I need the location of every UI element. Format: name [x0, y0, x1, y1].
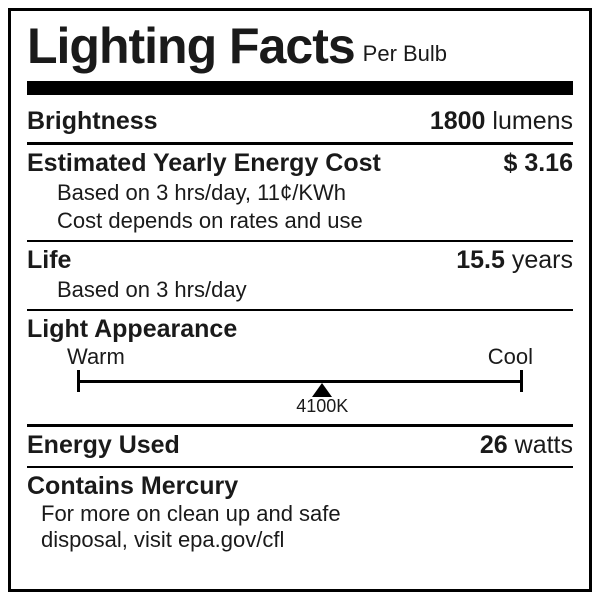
mercury-line-2: disposal, visit epa.gov/cfl	[27, 527, 573, 553]
brightness-row: Brightness 1800 lumens	[27, 103, 573, 138]
color-temp-scale: 4100K	[77, 372, 523, 412]
energy-row: Energy Used 26 watts	[27, 427, 573, 462]
appearance-endpoints: Warm Cool	[27, 344, 573, 370]
cost-basis-1: Based on 3 hrs/day, 11¢/KWh	[27, 180, 573, 208]
scale-tick-right	[520, 370, 523, 392]
energy-label: Energy Used	[27, 431, 180, 460]
cost-value: $ 3.16	[503, 149, 573, 178]
mercury-line-1: For more on clean up and safe	[27, 501, 573, 527]
brightness-label: Brightness	[27, 107, 158, 136]
per-bulb-text: Per Bulb	[363, 41, 447, 71]
appearance-section: Light Appearance Warm Cool 4100K	[27, 311, 573, 420]
energy-number: 26	[480, 431, 508, 459]
life-row: Life 15.5 years	[27, 242, 573, 277]
cost-label: Estimated Yearly Energy Cost	[27, 149, 381, 178]
warm-label: Warm	[67, 344, 125, 370]
cool-label: Cool	[488, 344, 533, 370]
kelvin-value: 4100K	[296, 396, 348, 417]
energy-unit: watts	[515, 431, 573, 459]
scale-marker-icon	[312, 383, 332, 397]
lighting-facts-panel: Lighting Facts Per Bulb Brightness 1800 …	[8, 8, 592, 592]
life-unit: years	[512, 246, 573, 274]
panel-title: Lighting Facts	[27, 21, 355, 71]
thick-divider	[27, 81, 573, 95]
header: Lighting Facts Per Bulb	[27, 21, 573, 75]
mercury-label: Contains Mercury	[27, 472, 238, 501]
brightness-value: 1800 lumens	[430, 107, 573, 136]
cost-basis-2: Cost depends on rates and use	[27, 208, 573, 236]
life-label: Life	[27, 246, 71, 275]
cost-row: Estimated Yearly Energy Cost $ 3.16	[27, 145, 573, 180]
energy-value: 26 watts	[480, 431, 573, 460]
brightness-unit: lumens	[492, 107, 573, 135]
mercury-row: Contains Mercury	[27, 468, 573, 501]
life-number: 15.5	[456, 246, 505, 274]
appearance-label: Light Appearance	[27, 315, 237, 344]
life-value: 15.5 years	[456, 246, 573, 275]
life-basis: Based on 3 hrs/day	[27, 277, 573, 305]
brightness-number: 1800	[430, 107, 486, 135]
scale-track	[77, 380, 523, 383]
